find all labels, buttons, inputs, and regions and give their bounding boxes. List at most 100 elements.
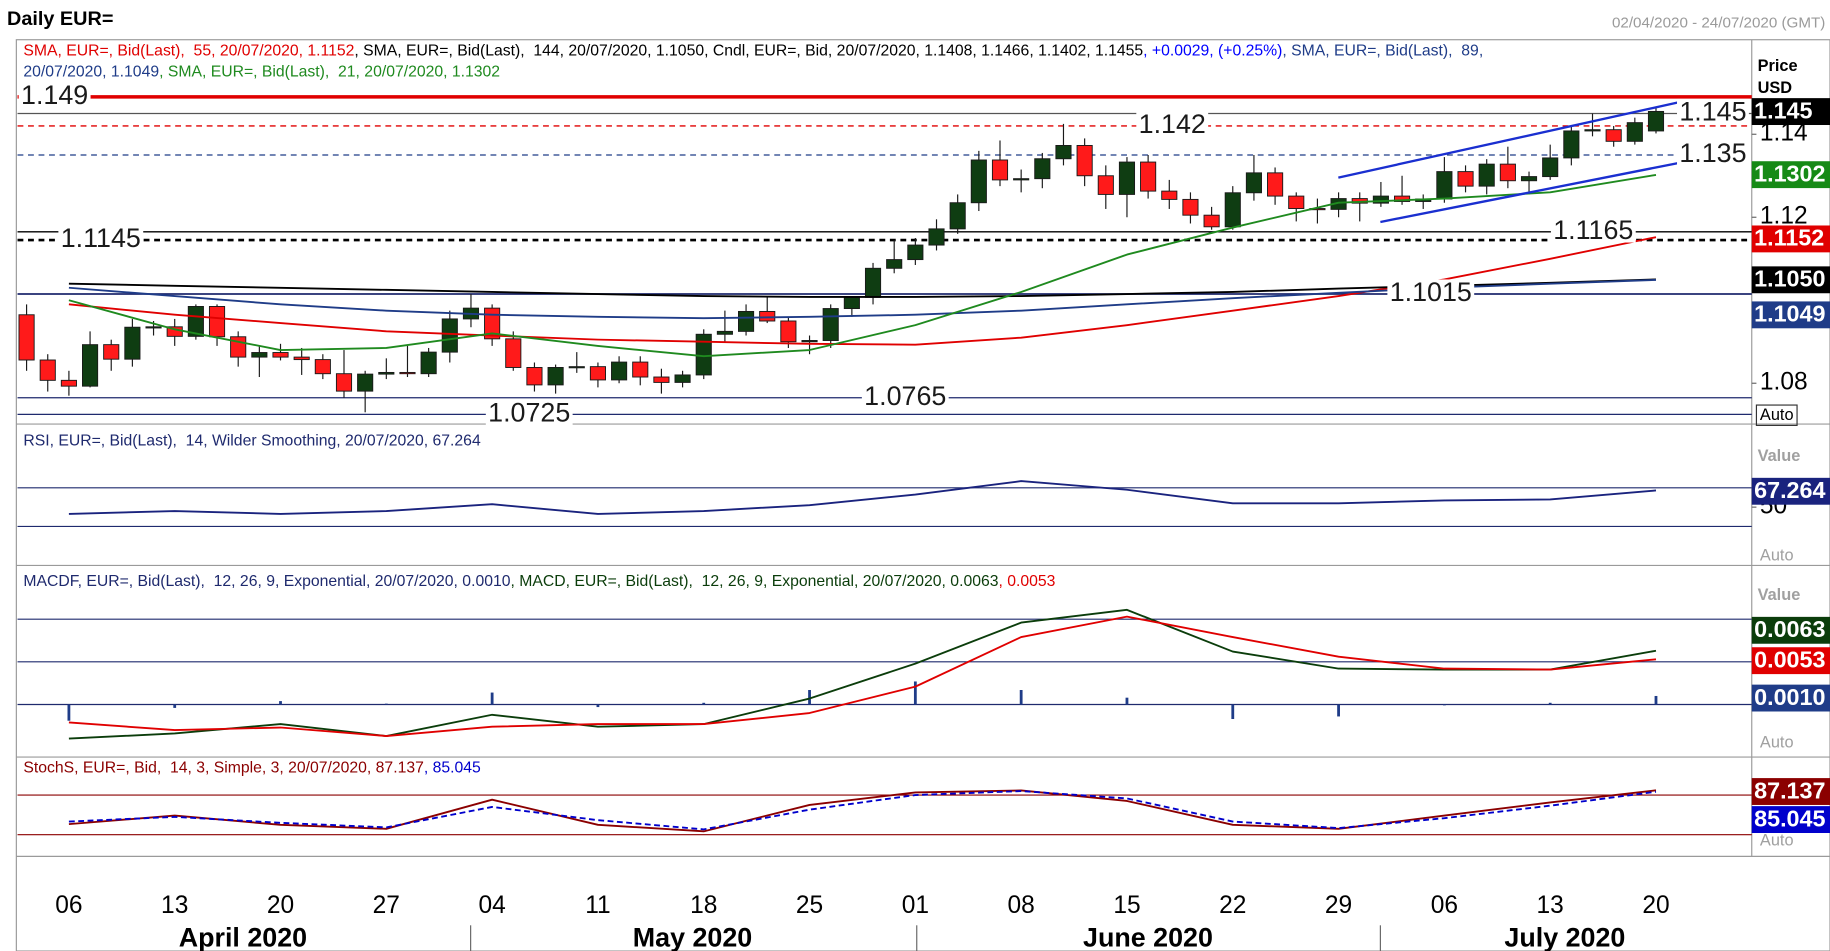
histogram-bar (1442, 704, 1446, 706)
histogram-bar (1125, 697, 1129, 705)
candle-body (1584, 129, 1601, 132)
x-tick-label: 04 (478, 892, 505, 919)
histogram-bar (913, 681, 917, 705)
candle-body (780, 320, 797, 343)
y-tick-label: 1.08 (1760, 369, 1808, 396)
x-tick-label: 25 (796, 892, 823, 919)
candle-body (82, 344, 99, 387)
histogram-bar (1654, 695, 1658, 705)
auto-label: Auto (1760, 406, 1794, 424)
histogram-bar (279, 701, 282, 705)
legend-entry: , +0.0029, (+0.25%) (1143, 43, 1282, 60)
x-tick-label: 06 (1431, 892, 1458, 919)
candle-body (1140, 161, 1157, 192)
value-badge (1751, 98, 1830, 126)
candle-body (18, 314, 35, 361)
value-badge (1751, 477, 1830, 505)
candle-body (145, 326, 162, 329)
x-tick-label: 18 (690, 892, 717, 919)
value-badge-label: 1.1050 (1754, 266, 1825, 292)
candle-body (970, 159, 987, 204)
level-label: 1.145 (1679, 97, 1746, 127)
value-badge-label: 0.0053 (1754, 646, 1825, 672)
candle-body (1372, 195, 1389, 204)
value-badge (1751, 806, 1830, 834)
value-label: Value (1758, 447, 1801, 465)
histogram-bar (1337, 704, 1340, 717)
candle-body (822, 308, 839, 341)
month-label: April 2020 (179, 922, 307, 951)
series-line (68, 173, 1657, 358)
candle-body (484, 307, 501, 340)
legend-entry: , SMA, EUR=, Bid(Last), 144, 20/07/2020,… (354, 43, 704, 60)
auto-label: Auto (1760, 546, 1794, 564)
candle-body (441, 318, 458, 353)
histogram-bar (173, 704, 177, 708)
legend-entry: , SMA, EUR=, Bid(Last), 89, (1282, 43, 1483, 60)
front-layer: 06 13 20 27 04 11 18 25 01 08 15 22 29 06 13 20 April 20… (18, 43, 1830, 951)
x-tick-label: 06 (55, 892, 82, 919)
value-badge (1751, 161, 1830, 189)
candle-body (991, 159, 1009, 181)
trend-channel (1338, 100, 1688, 224)
level-label-bg (1677, 140, 1749, 166)
legend: RSI, EUR=, Bid(Last), 14, Wilder Smoothi… (23, 433, 481, 450)
candle-body (293, 356, 310, 361)
candle-body (801, 340, 818, 343)
value-badge-label: 0.0010 (1754, 684, 1825, 710)
candle-body (1034, 158, 1051, 180)
candle-body (1182, 198, 1199, 216)
x-tick-label: 08 (1008, 892, 1035, 919)
level-label-bg (18, 82, 91, 108)
level-label-bg (58, 225, 144, 251)
frame (15, 39, 1830, 951)
legend-entry: SMA, EUR=, Bid(Last), 55, 20/07/2020, 1.… (23, 43, 354, 60)
histogram-bar (702, 702, 706, 705)
candle-body (632, 361, 649, 378)
level-label-bg (1677, 98, 1749, 125)
candle-body (1542, 157, 1559, 178)
candle-body (1457, 171, 1474, 187)
chart-title: Daily EUR= (7, 8, 113, 30)
candle-body (335, 373, 353, 392)
channel-upper (1338, 100, 1682, 179)
candle-body (843, 296, 860, 310)
histogram-bar (490, 692, 494, 705)
x-tick-label: 13 (1537, 892, 1564, 919)
histogram-bar (596, 704, 600, 708)
candle-body (1436, 171, 1453, 200)
candle-body (378, 371, 395, 375)
candle-body (187, 306, 204, 337)
legend-entry: StochS, EUR=, Bid, 14, 3, Simple, 3, 20/… (23, 760, 423, 777)
candle-body (738, 310, 755, 332)
auto-label: Auto (1760, 733, 1794, 751)
month-label: May 2020 (633, 922, 752, 951)
candle-body (1478, 163, 1495, 187)
candle-body (653, 376, 670, 383)
candle-body (1203, 214, 1220, 228)
x-tick-label: 15 (1113, 892, 1140, 919)
value-badge (1751, 778, 1830, 805)
candle-body (949, 202, 966, 230)
level-label-bg (1136, 111, 1209, 137)
candle-body (1393, 195, 1411, 202)
series-line (68, 480, 1657, 515)
legend-entry: , Cndl, EUR=, Bid, 20/07/2020, 1.1408, 1… (704, 43, 1143, 60)
channel-lower (1380, 160, 1688, 224)
legend-entry: , SMA, EUR=, Bid(Last), 21, 20/07/2020, … (159, 64, 500, 81)
legend-entry: MACDF, EUR=, Bid(Last), 12, 26, 9, Expon… (23, 573, 510, 590)
legend-entry: , 0.0053 (998, 573, 1055, 590)
level-label-bg (485, 399, 573, 426)
level-label-bg (1387, 279, 1475, 305)
candle-body (526, 367, 543, 386)
candle-body (759, 310, 776, 322)
candle-body (1161, 190, 1178, 200)
panel-frames (15, 39, 1830, 951)
value-badge-label: 1.1152 (1754, 225, 1824, 251)
legend-entry: , 85.045 (424, 760, 481, 777)
legend: MACDF, EUR=, Bid(Last), 12, 26, 9, Expon… (23, 573, 1055, 590)
candle-body (124, 326, 141, 360)
y-tick-label: 1.12 (1760, 203, 1808, 230)
